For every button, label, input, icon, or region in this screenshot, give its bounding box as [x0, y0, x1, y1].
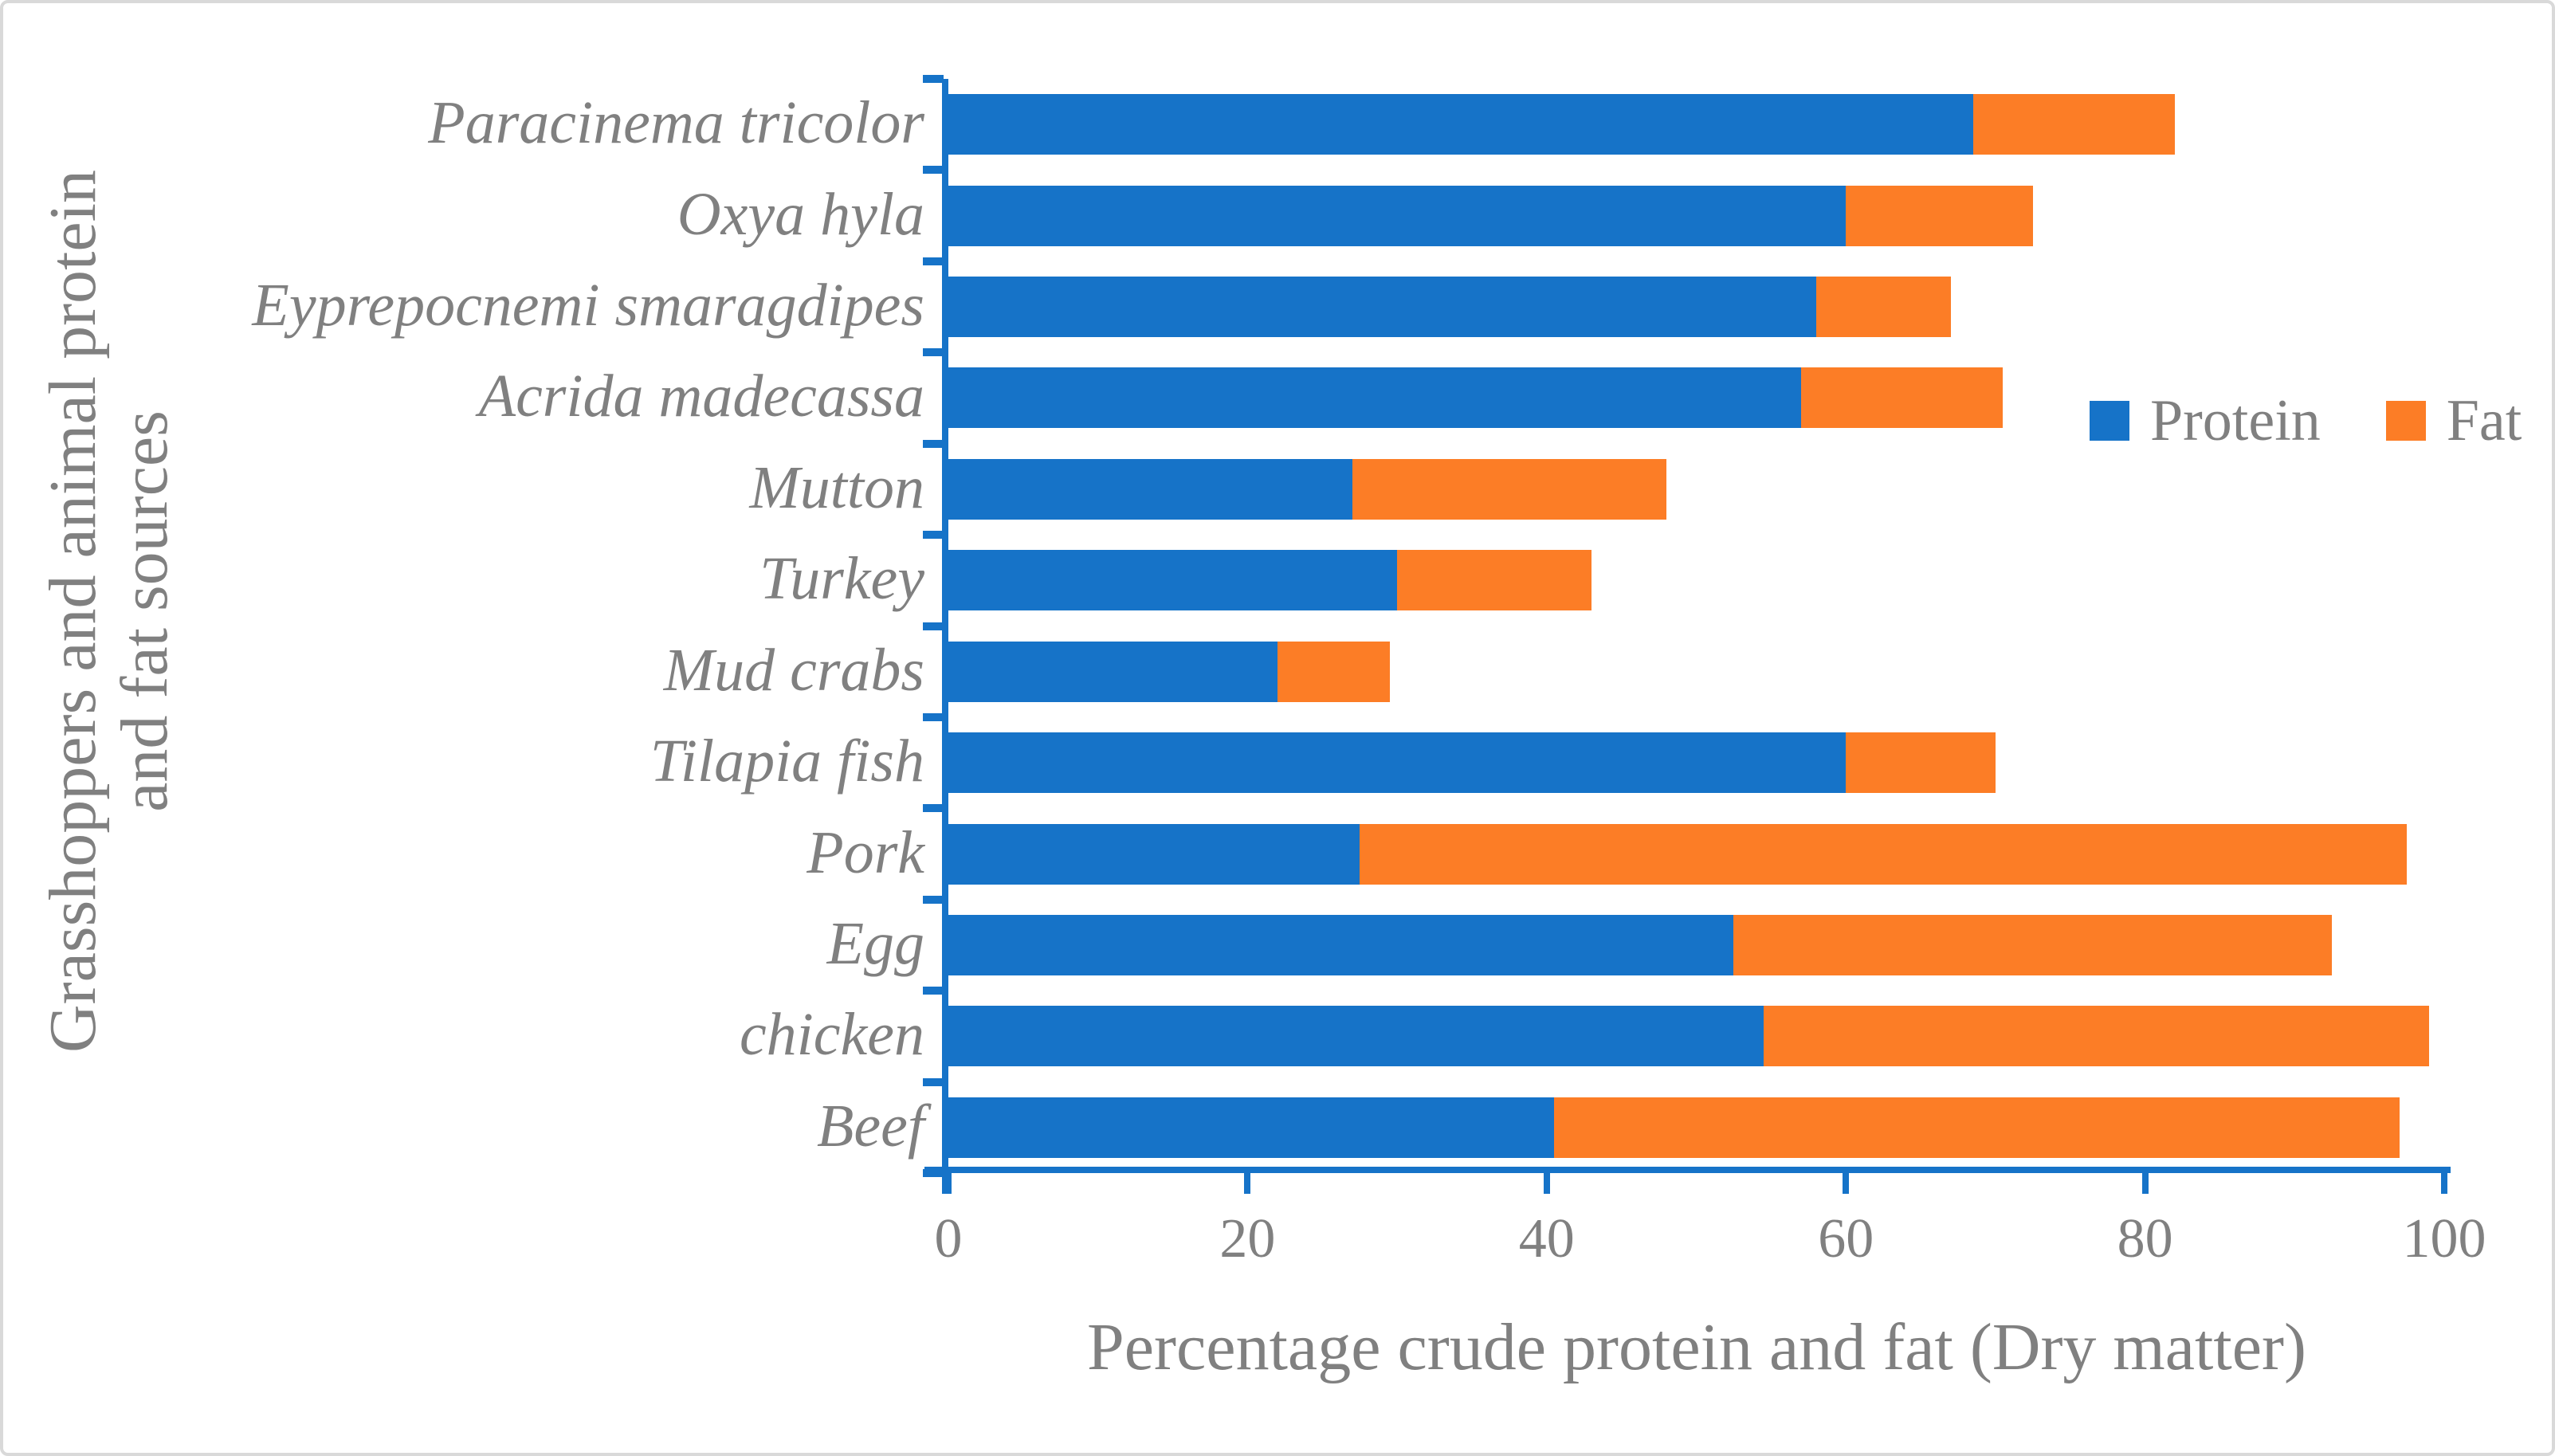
- y-axis-tick: [923, 1169, 944, 1177]
- bar-row: [948, 1006, 2430, 1067]
- category-label: Paracinema tricolor: [428, 89, 924, 157]
- category-label: Mud crabs: [663, 636, 924, 704]
- bar-segment-protein: [948, 823, 1360, 885]
- bar-segment-fat: [1846, 185, 2033, 246]
- bar-segment-fat: [1397, 550, 1592, 611]
- bar-segment-protein: [948, 277, 1816, 338]
- bar-segment-protein: [948, 185, 1847, 246]
- bar-row: [948, 914, 2333, 975]
- x-axis-tick: [1244, 1170, 1251, 1194]
- x-tick-label: 60: [1818, 1208, 1874, 1270]
- category-label: Tilapia fish: [650, 728, 924, 795]
- bar-segment-fat: [1733, 914, 2333, 975]
- bar-row: [948, 641, 1390, 702]
- y-axis-tick: [923, 1077, 944, 1086]
- bar-segment-protein: [948, 732, 1847, 794]
- category-label: Pork: [807, 818, 924, 886]
- x-tick-label: 80: [2117, 1208, 2173, 1270]
- bar-row: [948, 732, 1996, 794]
- bar-row: [948, 94, 2176, 155]
- category-label: Egg: [826, 909, 924, 977]
- bar-segment-protein: [948, 94, 1973, 155]
- category-label: Acrida madecassa: [478, 363, 924, 430]
- x-axis-line: [924, 1167, 2451, 1173]
- bar-row: [948, 367, 2004, 429]
- x-axis-tick: [2441, 1170, 2447, 1194]
- y-axis-tick: [923, 804, 944, 813]
- bar-row: [948, 277, 1951, 338]
- bar-segment-fat: [1972, 94, 2176, 155]
- bar-segment-protein: [948, 641, 1278, 702]
- bar-segment-protein: [948, 1006, 1764, 1067]
- bar-segment-protein: [948, 367, 1801, 429]
- legend-item: Fat: [2385, 388, 2522, 453]
- y-axis-tick: [923, 712, 944, 721]
- legend: Protein Fat: [2090, 388, 2552, 453]
- bar-segment-protein: [948, 1097, 1555, 1158]
- x-axis-tick: [1543, 1170, 1550, 1194]
- plot-area: 0 20 40 60 80 100: [923, 75, 2486, 1267]
- bar-segment-protein: [948, 914, 1734, 975]
- category-label: chicken: [739, 1001, 924, 1069]
- bar-segment-fat: [1846, 732, 1996, 794]
- y-axis-line: [942, 79, 948, 1194]
- y-axis-tick: [923, 987, 944, 995]
- bar-segment-fat: [1554, 1097, 2400, 1158]
- legend-item: Protein: [2090, 391, 2321, 450]
- bar-segment-protein: [948, 550, 1398, 611]
- y-axis-tick: [923, 75, 944, 83]
- bar-row: [948, 458, 1666, 520]
- x-tick-label: 100: [2402, 1208, 2486, 1270]
- y-axis-tick: [923, 531, 944, 540]
- x-tick-label: 40: [1518, 1208, 1575, 1270]
- x-axis-tick: [2141, 1170, 2149, 1194]
- x-axis-title: Percentage crude protein and fat (Dry ma…: [1087, 1310, 2306, 1384]
- x-axis-tick: [1843, 1170, 1850, 1194]
- bar-segment-fat: [1800, 367, 2004, 429]
- bar-segment-fat: [1815, 277, 1951, 338]
- bar-segment-fat: [1360, 823, 2408, 885]
- category-label: Mutton: [749, 453, 924, 521]
- y-axis-tick: [923, 439, 944, 448]
- bar-row: [948, 550, 1592, 611]
- category-label: Turkey: [759, 545, 924, 613]
- x-tick-label: 0: [934, 1208, 963, 1270]
- x-axis-tick: [945, 1170, 952, 1194]
- legend-swatch-protein: [2090, 401, 2129, 441]
- legend-label: Protein: [2150, 388, 2321, 453]
- legend-swatch-fat: [2385, 401, 2426, 441]
- y-axis-tick: [923, 166, 944, 175]
- category-label: Oxya hyla: [677, 180, 924, 248]
- legend-label: Fat: [2446, 388, 2522, 453]
- category-label: Eyprepocnemi smaragdipes: [252, 272, 924, 339]
- y-axis-tick: [923, 348, 944, 357]
- bar-row: [948, 823, 2408, 885]
- bar-row: [948, 1097, 2400, 1158]
- bar-segment-fat: [1763, 1006, 2430, 1067]
- y-axis-tick: [923, 895, 944, 904]
- y-axis-tick: [923, 257, 944, 265]
- bar-segment-fat: [1277, 641, 1390, 702]
- category-label: Beef: [816, 1092, 924, 1160]
- bar-row: [948, 185, 2033, 246]
- x-tick-label: 20: [1219, 1208, 1276, 1270]
- bar-segment-fat: [1352, 458, 1666, 520]
- y-axis-tick: [923, 622, 944, 630]
- bar-segment-protein: [948, 458, 1352, 520]
